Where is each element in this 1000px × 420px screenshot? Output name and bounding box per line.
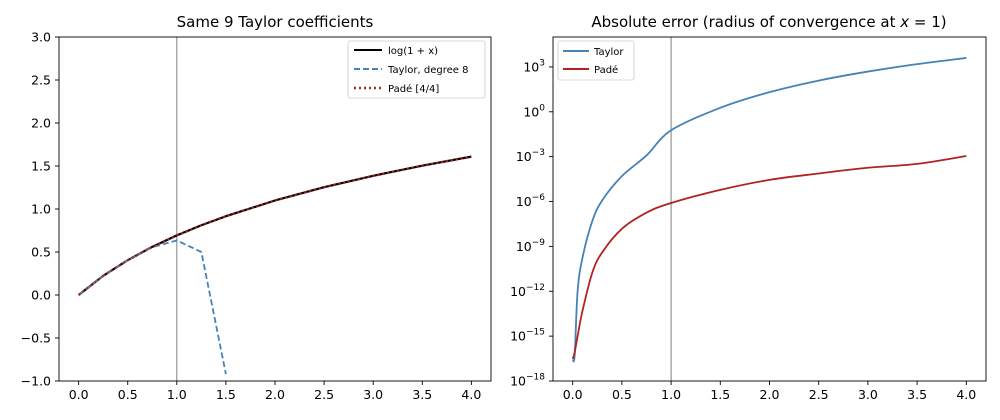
left-x-tick-label: 4.0 xyxy=(461,387,481,402)
left-y-tick-label: 3.0 xyxy=(31,30,51,45)
left-x-tick-label: 0.5 xyxy=(118,387,138,402)
left-x-tick-label: 3.0 xyxy=(363,387,383,402)
legend-label-pade-error: Padé xyxy=(594,64,618,76)
left-y-tick-label: −1.0 xyxy=(21,374,51,389)
legend-label-pade: Padé [4/4] xyxy=(388,83,439,95)
right-y-tick-label: 10−6 xyxy=(516,193,545,209)
right-chart-title: Absolute error (radius of convergence at… xyxy=(591,13,946,31)
left-legend: log(1 + x) Taylor, degree 8 Padé [4/4] xyxy=(347,40,486,99)
left-y-tick-label: 2.0 xyxy=(31,116,51,131)
left-x-tick-label: 0.0 xyxy=(69,387,89,402)
right-y-tick-label: 10−12 xyxy=(510,283,545,299)
left-series-log xyxy=(77,155,472,296)
right-x-tick-label: 2.0 xyxy=(760,387,780,402)
left-y-tick-label: 1.0 xyxy=(31,202,51,217)
legend-label-log: log(1 + x) xyxy=(388,46,438,57)
left-y-tick-label: 2.5 xyxy=(31,73,51,88)
right-x-tick-label: 3.5 xyxy=(907,387,927,402)
legend-label-taylor-error: Taylor xyxy=(593,47,624,58)
right-x-tick-label: 0.5 xyxy=(612,387,632,402)
right-x-tick-label: 4.0 xyxy=(956,387,976,402)
left-y-tick-label: 0.0 xyxy=(31,288,51,303)
right-y-tick-label: 10−3 xyxy=(516,148,545,164)
left-series-group xyxy=(77,37,472,381)
left-y-tick-label: −0.5 xyxy=(21,331,51,346)
left-x-tick-label: 1.5 xyxy=(216,387,236,402)
left-plot-area xyxy=(77,37,472,381)
right-legend: Taylor Padé xyxy=(557,40,635,81)
right-y-tick-label: 10−15 xyxy=(510,328,545,344)
left-legend-box xyxy=(347,40,486,99)
right-x-tick-label: 0.0 xyxy=(563,387,583,402)
left-x-tick-label: 2.5 xyxy=(314,387,334,402)
right-y-tick-label: 100 xyxy=(523,103,545,119)
right-x-tick-label: 2.5 xyxy=(809,387,829,402)
right-axes-frame xyxy=(552,36,987,382)
left-x-tick-label: 3.5 xyxy=(412,387,432,402)
left-y-tick-label: 0.5 xyxy=(31,245,51,260)
right-series-taylor-error xyxy=(571,57,967,363)
left-series-taylor xyxy=(78,239,227,375)
legend-label-taylor: Taylor, degree 8 xyxy=(387,65,468,76)
left-chart: Same 9 Taylor coefficients 0.0 0.5 1.0 1.5 2… xyxy=(21,13,492,402)
right-x-tick-label: 1.5 xyxy=(710,387,730,402)
left-y-axis: −1.0 −0.5 0.0 0.5 1.0 1.5 2.0 2.5 3.0 xyxy=(21,30,59,389)
left-y-tick-label: 1.5 xyxy=(31,159,51,174)
left-x-tick-label: 1.0 xyxy=(167,387,187,402)
right-y-axis: 10−18 10−15 10−12 10−9 10−6 10−3 100 103 xyxy=(510,58,553,389)
right-y-tick-label: 10−9 xyxy=(516,238,545,254)
left-x-tick-label: 2.0 xyxy=(265,387,285,402)
left-chart-title: Same 9 Taylor coefficients xyxy=(177,13,374,31)
left-x-axis: 0.0 0.5 1.0 1.5 2.0 2.5 3.0 3.5 4.0 xyxy=(69,381,481,402)
right-plot-area xyxy=(571,37,967,381)
right-x-axis: 0.0 0.5 1.0 1.5 2.0 2.5 3.0 3.5 4.0 xyxy=(563,381,976,402)
right-y-tick-label: 10−18 xyxy=(510,373,545,389)
right-x-tick-label: 3.0 xyxy=(858,387,878,402)
right-series-pade-error xyxy=(571,155,967,360)
right-chart: Absolute error (radius of convergence at… xyxy=(510,13,987,402)
right-y-tick-label: 103 xyxy=(523,58,545,74)
left-series-pade xyxy=(77,155,472,296)
left-axes-frame xyxy=(58,36,492,382)
right-series-group xyxy=(571,37,967,381)
right-x-tick-label: 1.0 xyxy=(661,387,681,402)
